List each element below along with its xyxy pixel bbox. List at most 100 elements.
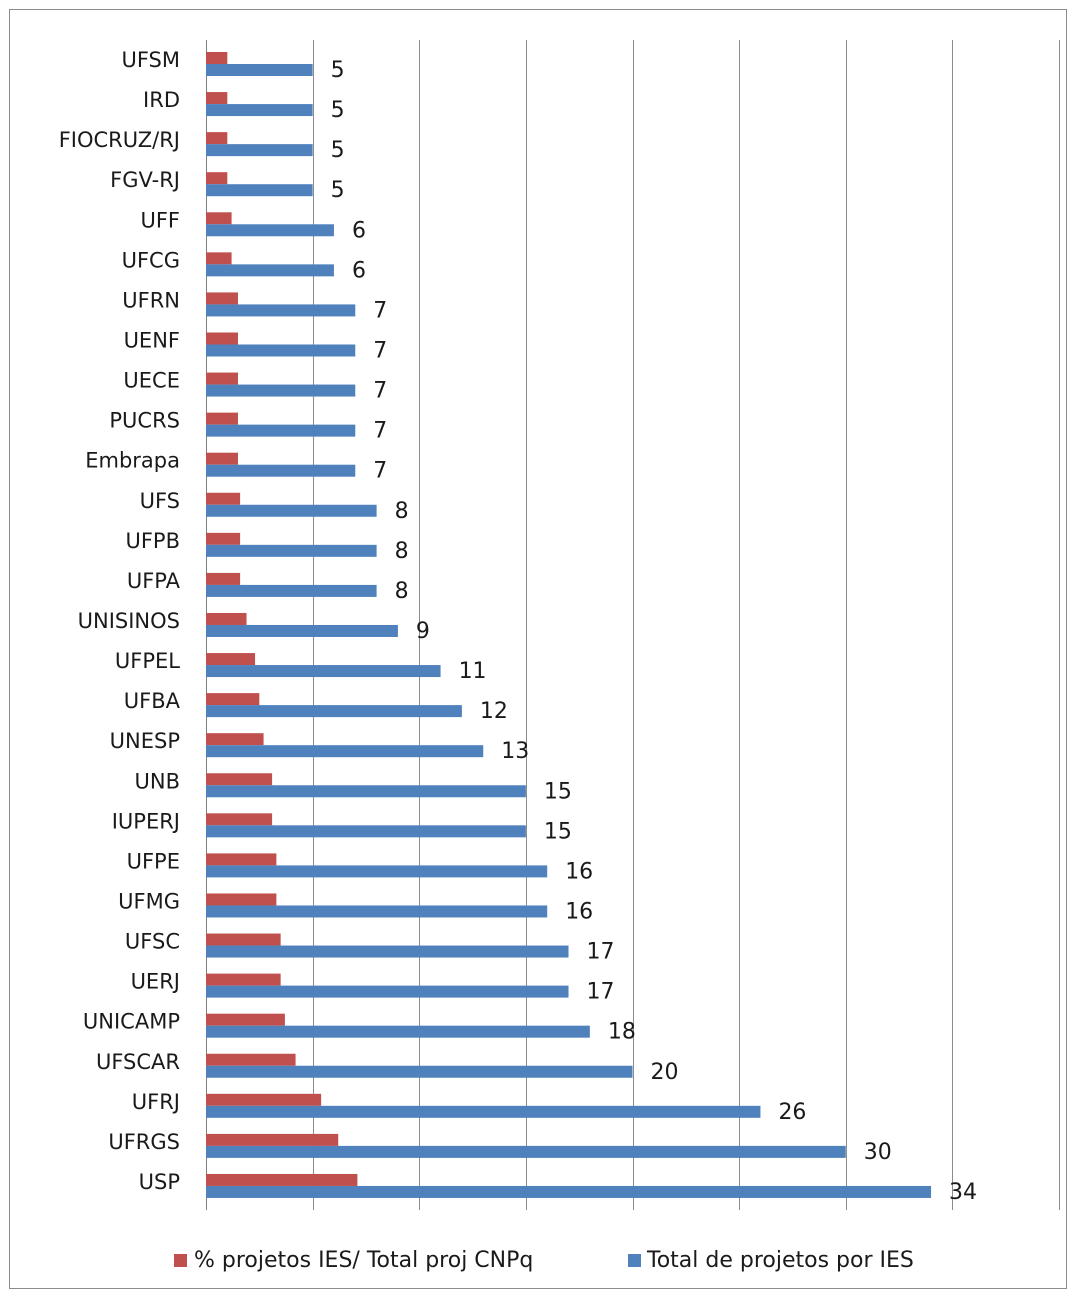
bar-total-projetos xyxy=(206,384,356,397)
bar-pct-projetos xyxy=(206,252,232,265)
bar-total-projetos xyxy=(206,785,526,798)
bar-total-projetos xyxy=(206,1185,932,1198)
bar-total-projetos xyxy=(206,224,334,237)
bar-total-projetos xyxy=(206,504,377,517)
bar-chart: UFSM 5 IRD 5 FIOCRUZ/RJ 5 FGV-RJ 5 UFF 6 UFCG 6 UFRN… xyxy=(59,40,1060,1273)
bar-pct-projetos xyxy=(206,973,281,986)
data-label: 26 xyxy=(778,1100,806,1125)
category-label: UFPEL xyxy=(115,649,180,673)
bar-pct-projetos xyxy=(206,1093,322,1106)
bar-pct-projetos xyxy=(206,292,238,305)
category-label: UFBA xyxy=(124,689,181,713)
data-label: 7 xyxy=(373,419,387,444)
bar-total-projetos xyxy=(206,825,526,838)
bar-total-projetos xyxy=(206,304,356,317)
data-label: 6 xyxy=(352,258,366,283)
bar-pct-projetos xyxy=(206,492,241,505)
category-label: UFRGS xyxy=(108,1130,180,1154)
bar-total-projetos xyxy=(206,665,441,678)
bar-pct-projetos xyxy=(206,412,238,425)
bar-pct-projetos xyxy=(206,1053,296,1066)
bar-pct-projetos xyxy=(206,1013,285,1026)
bar-total-projetos xyxy=(206,1105,761,1118)
bar-total-projetos xyxy=(206,745,484,758)
bar-total-projetos xyxy=(206,184,313,197)
category-label: UNICAMP xyxy=(83,1010,180,1034)
bars xyxy=(206,52,932,1198)
category-label: UERJ xyxy=(131,970,180,994)
category-label: USP xyxy=(139,1170,180,1194)
category-label: UNB xyxy=(135,769,181,793)
data-label: 9 xyxy=(416,619,430,644)
data-label: 8 xyxy=(395,579,409,604)
data-label: 5 xyxy=(331,138,345,163)
labels: UFSM 5 IRD 5 FIOCRUZ/RJ 5 FGV-RJ 5 UFF 6 UFCG 6 UFRN… xyxy=(59,48,977,1205)
category-label: UFSC xyxy=(125,930,180,954)
category-label: UFF xyxy=(140,208,180,232)
bar-pct-projetos xyxy=(206,572,241,585)
bar-pct-projetos xyxy=(206,212,232,225)
bar-pct-projetos xyxy=(206,52,228,64)
bar-total-projetos xyxy=(206,584,377,597)
bar-pct-projetos xyxy=(206,693,260,706)
data-label: 20 xyxy=(651,1060,679,1085)
category-label: UFSM xyxy=(121,48,180,72)
category-label: UFS xyxy=(140,489,180,513)
bar-total-projetos xyxy=(206,344,356,357)
category-label: UFPA xyxy=(127,569,181,593)
chart-frame: UFSM 5 IRD 5 FIOCRUZ/RJ 5 FGV-RJ 5 UFF 6 UFCG 6 UFRN… xyxy=(9,9,1067,1289)
bar-total-projetos xyxy=(206,705,462,718)
bar-total-projetos xyxy=(206,865,548,878)
legend-item-pct-swatch xyxy=(174,1254,187,1267)
bar-total-projetos xyxy=(206,424,356,437)
bar-total-projetos xyxy=(206,985,569,998)
bar-total-projetos xyxy=(206,104,313,117)
bar-total-projetos xyxy=(206,144,313,157)
bar-pct-projetos xyxy=(206,933,281,946)
bar-total-projetos xyxy=(206,544,377,557)
bar-pct-projetos xyxy=(206,372,238,385)
data-label: 8 xyxy=(395,499,409,524)
data-label: 11 xyxy=(459,659,487,684)
data-label: 7 xyxy=(373,379,387,404)
legend-item-total-label: Total de projetos por IES xyxy=(646,1248,914,1273)
category-label: IRD xyxy=(143,88,180,112)
data-label: 18 xyxy=(608,1020,636,1045)
data-label: 8 xyxy=(395,539,409,564)
bar-total-projetos xyxy=(206,945,569,958)
category-label: UECE xyxy=(123,369,180,393)
bar-pct-projetos xyxy=(206,853,277,866)
bar-pct-projetos xyxy=(206,452,238,465)
data-label: 5 xyxy=(331,98,345,123)
category-label: PUCRS xyxy=(109,409,180,433)
bar-pct-projetos xyxy=(206,773,273,786)
bar-pct-projetos xyxy=(206,813,273,826)
bar-pct-projetos xyxy=(206,612,247,625)
data-label: 16 xyxy=(565,859,593,884)
bar-total-projetos xyxy=(206,624,398,637)
bar-pct-projetos xyxy=(206,532,241,545)
bar-total-projetos xyxy=(206,1065,633,1078)
category-label: UNISINOS xyxy=(78,609,180,633)
bar-total-projetos xyxy=(206,464,356,477)
category-label: FGV-RJ xyxy=(110,168,180,192)
bar-pct-projetos xyxy=(206,92,228,105)
bar-total-projetos xyxy=(206,64,313,76)
data-label: 15 xyxy=(544,819,572,844)
data-label: 16 xyxy=(565,899,593,924)
bar-total-projetos xyxy=(206,905,548,918)
category-label: UFSCAR xyxy=(96,1050,180,1074)
data-label: 12 xyxy=(480,699,508,724)
bar-pct-projetos xyxy=(206,332,238,345)
data-label: 15 xyxy=(544,779,572,804)
data-label: 6 xyxy=(352,218,366,243)
category-label: UFCG xyxy=(122,248,180,272)
bar-total-projetos xyxy=(206,1145,846,1158)
data-label: 17 xyxy=(587,980,615,1005)
data-label: 5 xyxy=(331,178,345,203)
bar-pct-projetos xyxy=(206,893,277,906)
data-label: 30 xyxy=(864,1140,892,1165)
category-label: IUPERJ xyxy=(112,809,180,833)
data-label: 5 xyxy=(331,58,345,83)
legend-item-pct-label: % projetos IES/ Total proj CNPq xyxy=(194,1248,533,1273)
